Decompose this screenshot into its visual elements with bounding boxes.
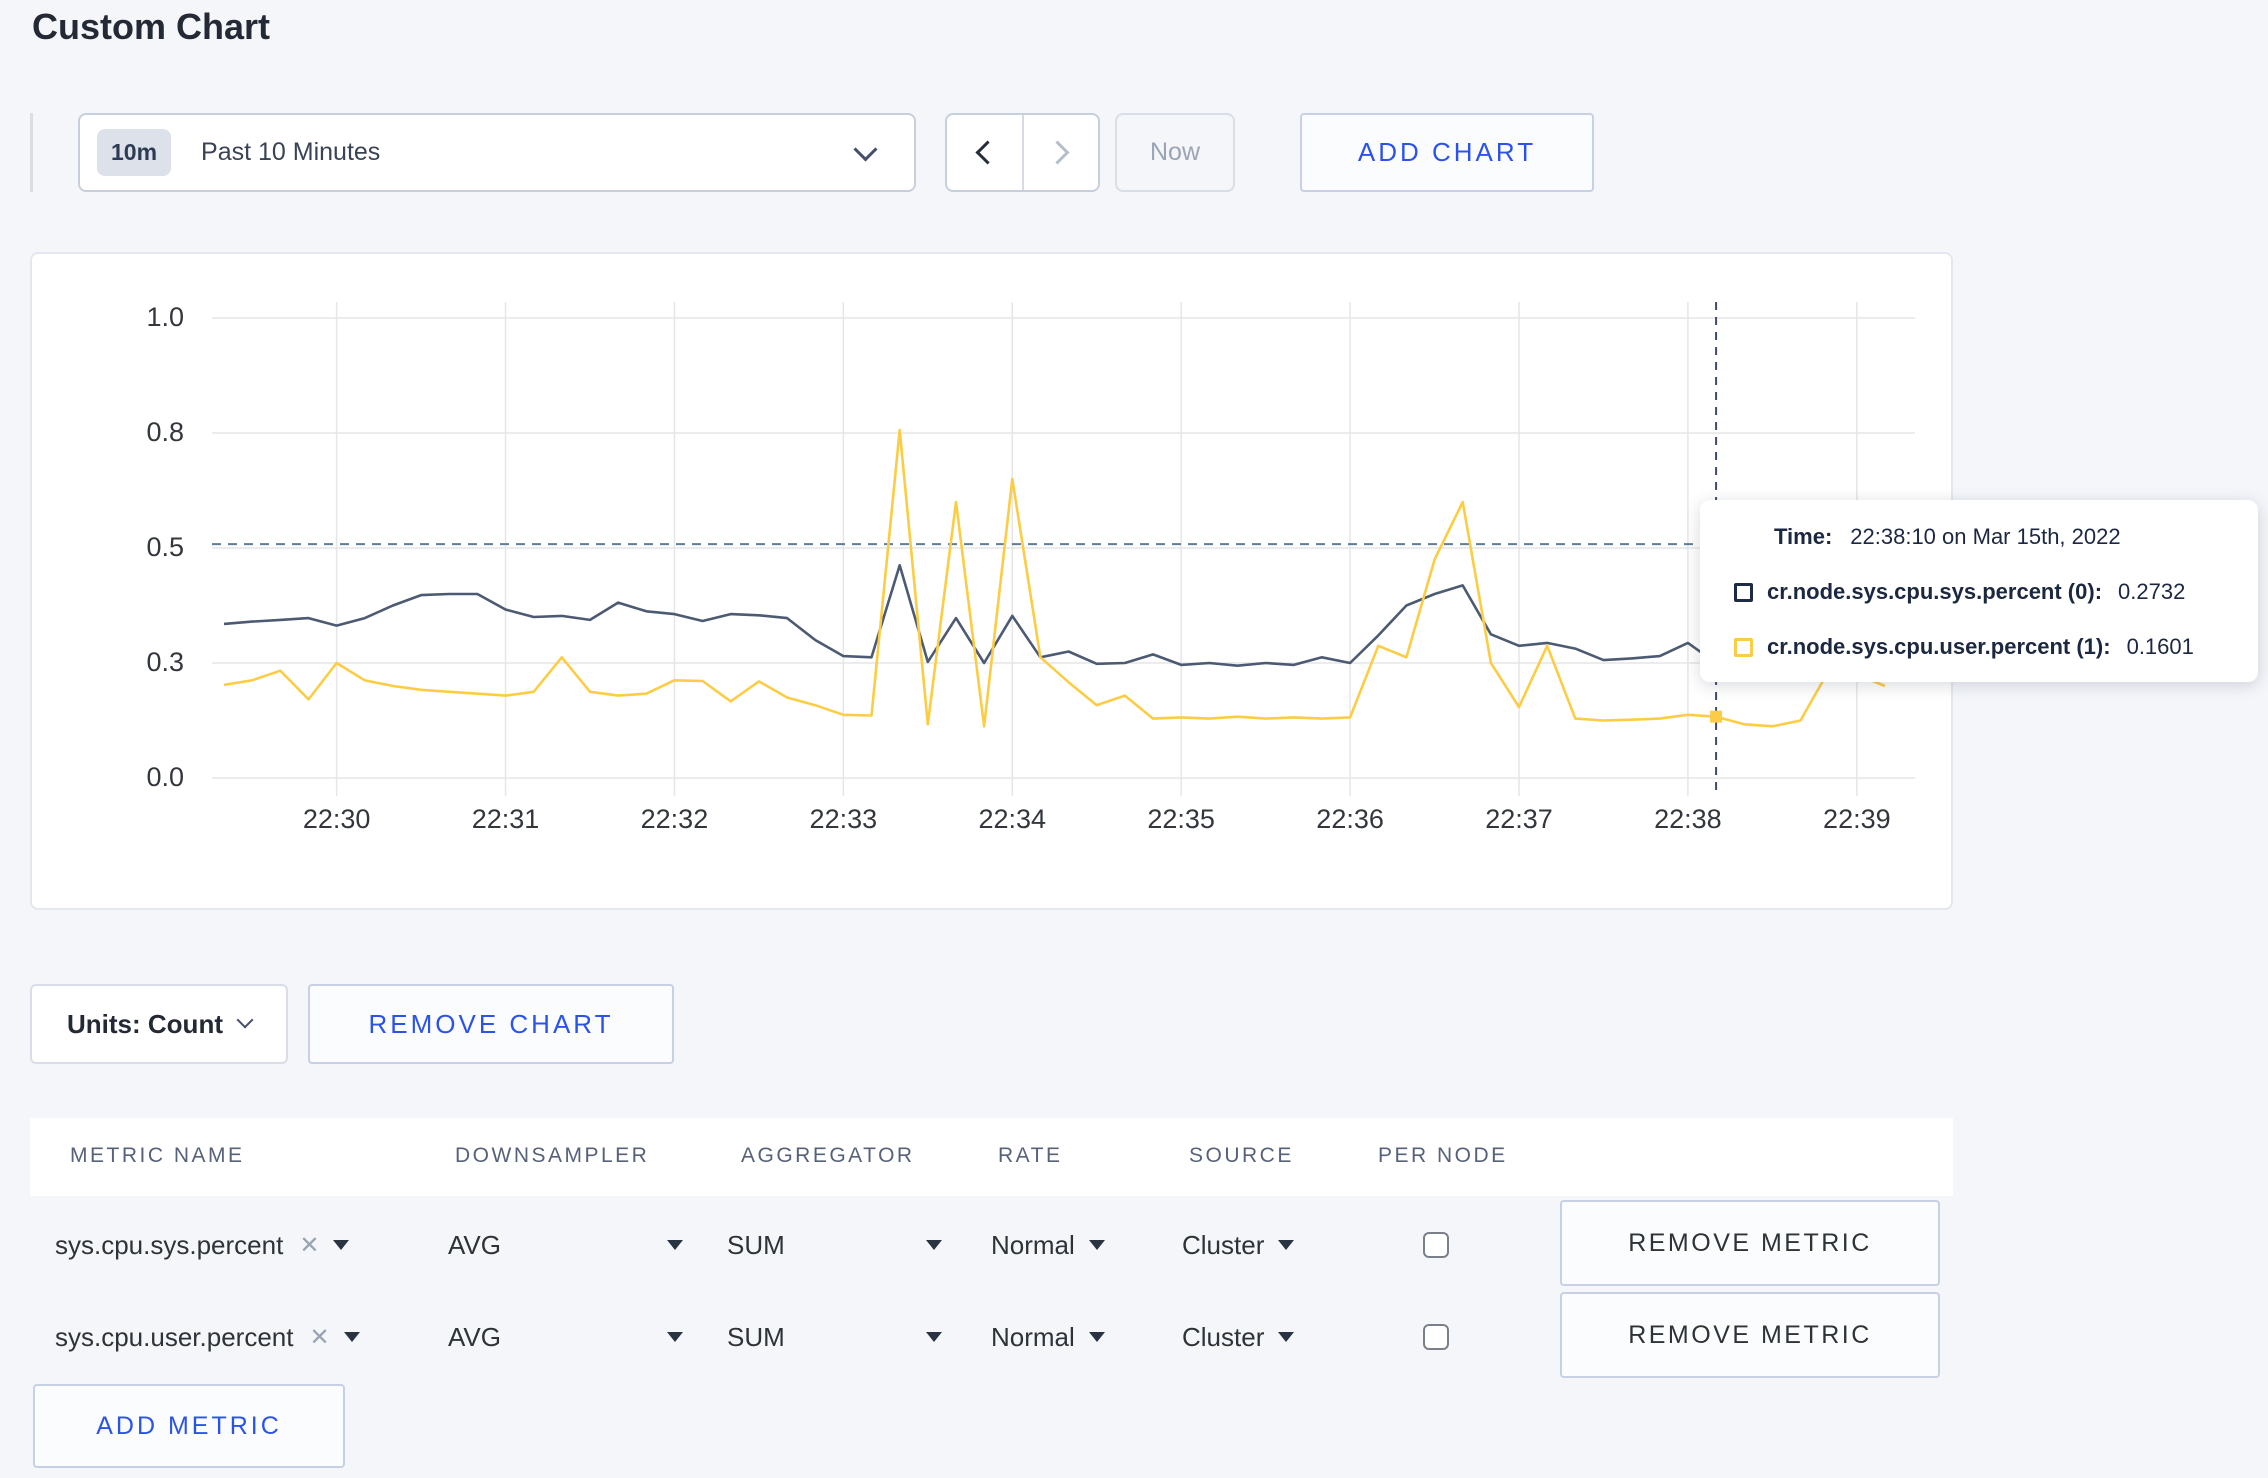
add-chart-button[interactable]: ADD CHART: [1300, 113, 1594, 192]
caret-down-icon: [1278, 1240, 1295, 1250]
metric-table-row: sys.cpu.sys.percent ✕ AVG SUM Normal Clu…: [30, 1200, 1953, 1290]
caret-down-icon: [926, 1332, 942, 1342]
x-tick-label: 22:39: [1823, 804, 1891, 834]
tooltip-time-value: 22:38:10 on Mar 15th, 2022: [1850, 524, 2121, 549]
caret-down-icon: [1088, 1240, 1105, 1250]
timeseries-chart[interactable]: [32, 254, 1951, 908]
units-dropdown[interactable]: Units: Count: [30, 984, 288, 1064]
close-icon[interactable]: ✕: [309, 1323, 330, 1351]
y-tick-label: 0.0: [146, 762, 184, 792]
timescale-badge: 10m: [97, 129, 172, 176]
timescale-dropdown[interactable]: 10m Past 10 Minutes: [78, 113, 916, 192]
next-window-button[interactable]: [1021, 115, 1099, 190]
y-tick-label: 0.3: [146, 647, 184, 677]
timescale-label: Past 10 Minutes: [201, 138, 381, 166]
caret-down-icon: [1278, 1332, 1295, 1342]
x-tick-label: 22:31: [471, 804, 540, 834]
caret-down-icon: [926, 1240, 942, 1250]
x-tick-label: 22:34: [978, 804, 1047, 834]
caret-down-icon: [667, 1240, 683, 1250]
tooltip-series-label: cr.node.sys.cpu.sys.percent (0):: [1767, 579, 2103, 604]
column-header: AGGREGATOR: [741, 1144, 915, 1167]
y-tick-label: 0.8: [146, 417, 184, 447]
tooltip-series-value: 0.1601: [2126, 634, 2194, 659]
tooltip-time-row: Time: 22:38:10 on Mar 15th, 2022: [1734, 524, 2232, 550]
tooltip-series-label: cr.node.sys.cpu.user.percent (1):: [1767, 634, 2111, 659]
x-tick-label: 22:32: [640, 804, 709, 834]
metric-name-label: sys.cpu.sys.percent: [55, 1229, 284, 1260]
column-header: SOURCE: [1189, 1144, 1294, 1167]
rate-select[interactable]: Normal: [991, 1200, 1105, 1290]
per-node-checkbox[interactable]: [1423, 1232, 1449, 1258]
remove-metric-button[interactable]: REMOVE METRIC: [1560, 1292, 1940, 1378]
tooltip-series-value: 0.2732: [2118, 579, 2186, 604]
add-metric-button[interactable]: ADD METRIC: [33, 1384, 345, 1468]
source-select[interactable]: Cluster: [1182, 1200, 1295, 1290]
column-header: RATE: [998, 1144, 1063, 1167]
metric-name-cell[interactable]: sys.cpu.user.percent ✕: [55, 1292, 360, 1382]
tooltip-time-label: Time:: [1774, 524, 1833, 549]
remove-chart-button[interactable]: REMOVE CHART: [308, 984, 674, 1064]
chart-hover-tooltip: Time: 22:38:10 on Mar 15th, 2022 cr.node…: [1700, 500, 2258, 682]
caret-down-icon: [1088, 1332, 1105, 1342]
time-window-arrows: [945, 113, 1100, 192]
caret-down-icon: [667, 1332, 683, 1342]
page-title: Custom Chart: [32, 6, 271, 47]
caret-down-icon: [333, 1240, 350, 1250]
x-tick-label: 22:35: [1147, 804, 1215, 834]
metric-table-row: sys.cpu.user.percent ✕ AVG SUM Normal Cl…: [30, 1292, 1953, 1382]
chart-card[interactable]: 0.0 0.3 0.5 0.8 1.0 22:30 22:31 22:32 22:33 22:3…: [30, 252, 1953, 910]
column-header: DOWNSAMPLER: [455, 1144, 650, 1167]
prev-window-button[interactable]: [947, 115, 1022, 190]
per-node-checkbox[interactable]: [1423, 1324, 1449, 1350]
x-tick-label: 22:37: [1485, 804, 1553, 834]
downsampler-select[interactable]: AVG: [448, 1292, 683, 1382]
remove-metric-button[interactable]: REMOVE METRIC: [1560, 1200, 1940, 1286]
per-node-cell: [1423, 1292, 1449, 1382]
metric-name-cell[interactable]: sys.cpu.sys.percent ✕: [55, 1200, 350, 1290]
column-header: PER NODE: [1378, 1144, 1508, 1167]
x-tick-label: 22:36: [1316, 804, 1384, 834]
chevron-left-icon: [975, 140, 1000, 165]
metric-name-label: sys.cpu.user.percent: [55, 1321, 294, 1352]
x-tick-label: 22:33: [809, 804, 878, 834]
metrics-table-header: METRIC NAME DOWNSAMPLER AGGREGATOR RATE SOUR…: [30, 1118, 1953, 1196]
now-button[interactable]: Now: [1115, 113, 1235, 192]
aggregator-select[interactable]: SUM: [727, 1292, 942, 1382]
chevron-right-icon: [1045, 140, 1070, 165]
tooltip-series-row: cr.node.sys.cpu.sys.percent (0): 0.2732: [1734, 579, 2232, 605]
y-tick-label: 0.5: [146, 532, 184, 562]
aggregator-select[interactable]: SUM: [727, 1200, 942, 1290]
chevron-down-icon: [853, 137, 878, 162]
x-tick-label: 22:30: [302, 804, 371, 834]
source-select[interactable]: Cluster: [1182, 1292, 1295, 1382]
series-legend-swatch-icon: [1734, 582, 1753, 602]
caret-down-icon: [343, 1332, 360, 1342]
controls-left-divider: [30, 113, 33, 192]
rate-select[interactable]: Normal: [991, 1292, 1105, 1382]
chevron-down-icon: [236, 1011, 254, 1029]
units-label: Units: Count: [67, 1008, 223, 1039]
y-tick-label: 1.0: [146, 302, 184, 332]
downsampler-select[interactable]: AVG: [448, 1200, 683, 1290]
series-legend-swatch-icon: [1734, 637, 1753, 657]
x-tick-label: 22:38: [1654, 804, 1722, 834]
close-icon[interactable]: ✕: [299, 1231, 320, 1259]
column-header: METRIC NAME: [70, 1144, 245, 1167]
per-node-cell: [1423, 1200, 1449, 1290]
tooltip-series-row: cr.node.sys.cpu.user.percent (1): 0.1601: [1734, 634, 2232, 660]
